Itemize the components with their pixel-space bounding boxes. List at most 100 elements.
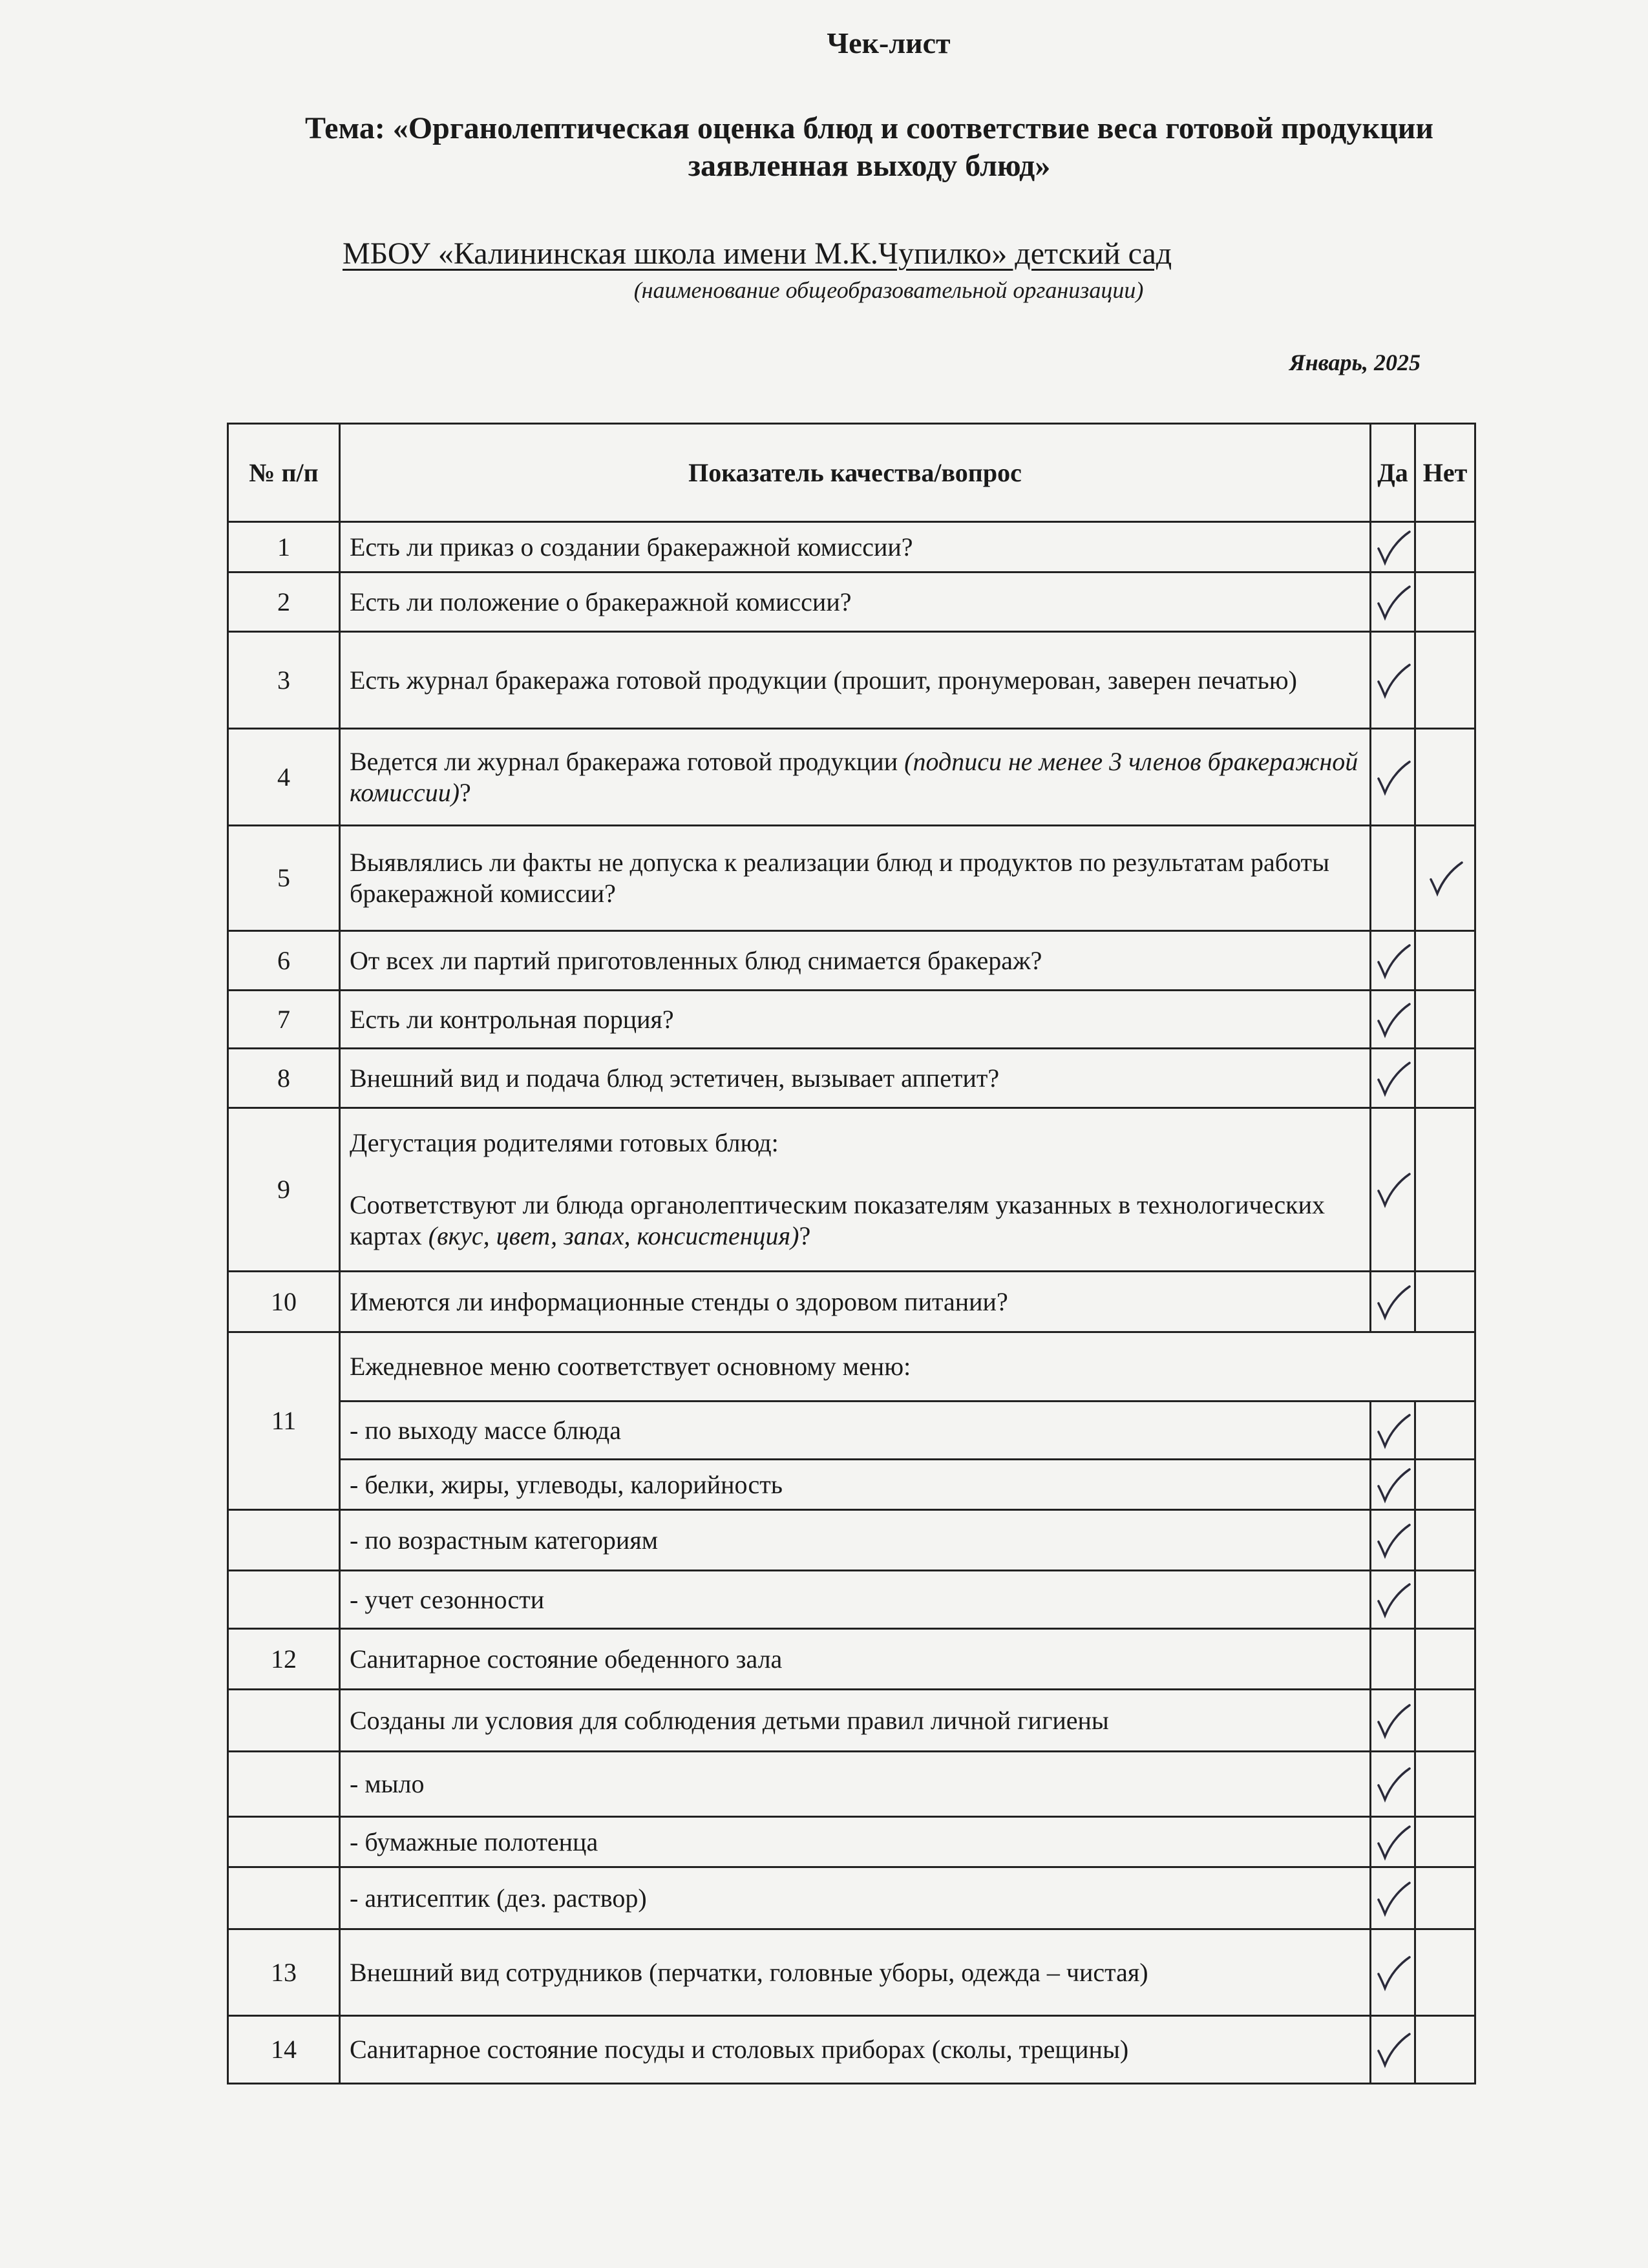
question-text: Внешний вид сотрудников (перчатки, голов…	[350, 1957, 1148, 1987]
row-question: - мыло	[339, 1750, 1371, 1818]
question-text: Санитарное состояние посуды и столовых п…	[350, 2035, 1129, 2064]
no-cell[interactable]	[1414, 1047, 1476, 1109]
yes-cell[interactable]	[1369, 521, 1416, 573]
yes-cell[interactable]	[1369, 1509, 1416, 1571]
question-text: Санитарное состояние обеденного зала	[350, 1644, 783, 1674]
no-cell[interactable]	[1414, 989, 1476, 1049]
row-number: 12	[227, 1628, 341, 1690]
table-row: 9 Дегустация родителями готовых блюд: Соот…	[227, 1107, 1476, 1272]
table-row: - по выходу массе блюда	[228, 1400, 1476, 1460]
row-question: - бумажные полотенца	[339, 1816, 1371, 1868]
question-text: Есть ли положение о бракеражной комиссии…	[350, 587, 852, 616]
table-row: 8 Внешний вид и подача блюд эстетичен, вы…	[227, 1047, 1476, 1109]
yes-cell[interactable]	[1369, 1458, 1416, 1511]
table-row: 12 Санитарное состояние обеденного зала	[227, 1628, 1476, 1690]
table-row: - бумажные полотенца	[227, 1816, 1476, 1868]
yes-cell[interactable]	[1369, 1570, 1416, 1630]
check-icon	[1377, 663, 1411, 699]
no-cell[interactable]	[1414, 521, 1476, 573]
yes-cell[interactable]	[1369, 1628, 1416, 1690]
yes-cell[interactable]	[1369, 989, 1416, 1049]
row-number	[227, 1509, 341, 1571]
yes-cell[interactable]	[1369, 1750, 1416, 1818]
question-text: Внешний вид и подача блюд эстетичен, выз…	[350, 1063, 1000, 1093]
no-cell[interactable]	[1414, 1570, 1476, 1630]
row-number: 8	[227, 1047, 341, 1109]
check-icon	[1377, 1173, 1411, 1208]
no-cell[interactable]	[1414, 728, 1476, 826]
table-row: 7 Есть ли контрольная порция?	[227, 989, 1476, 1049]
question-suffix: ?	[799, 1221, 811, 1250]
check-icon	[1377, 760, 1411, 796]
table-row: - антисептик (дез. раствор)	[227, 1866, 1476, 1930]
row-number	[227, 1866, 341, 1930]
row-number: 2	[227, 571, 341, 633]
no-cell[interactable]	[1414, 930, 1476, 991]
check-icon	[1377, 1582, 1411, 1619]
no-cell[interactable]	[1414, 824, 1476, 932]
no-cell[interactable]	[1414, 1688, 1476, 1752]
question-text: От всех ли партий приготовленных блюд сн…	[350, 945, 1042, 975]
table-row: 1 Есть ли приказ о создании бракеражной к…	[227, 521, 1476, 573]
yes-cell[interactable]	[1369, 1047, 1416, 1109]
question-suffix: ?	[460, 777, 471, 807]
header-num: № п/п	[227, 423, 341, 523]
row-question: Выявлялись ли факты не допуска к реализа…	[339, 824, 1371, 932]
question-text: Созданы ли условия для соблюдения детьми…	[350, 1705, 1109, 1735]
no-cell[interactable]	[1414, 1509, 1476, 1571]
question-text: - по выходу массе блюда	[350, 1415, 621, 1445]
yes-cell[interactable]	[1369, 728, 1416, 826]
question-text: Ежедневное меню соответствует основному …	[350, 1352, 911, 1381]
table-row: 11 Ежедневное меню соответствует основном…	[227, 1331, 1476, 1511]
no-cell[interactable]	[1414, 571, 1476, 633]
row-question: Есть ли контрольная порция?	[339, 989, 1371, 1049]
no-cell[interactable]	[1414, 1750, 1476, 1818]
row-question: - по выходу массе блюда	[339, 1400, 1371, 1460]
yes-cell[interactable]	[1369, 1928, 1416, 2017]
header-no: Нет	[1414, 423, 1476, 523]
question-text: - по возрастным категориям	[350, 1525, 659, 1555]
no-cell[interactable]	[1414, 1928, 1476, 2017]
header-yes: Да	[1369, 423, 1416, 523]
yes-cell[interactable]	[1369, 1107, 1416, 1272]
table-row: 4 Ведется ли журнал бракеража готовой про…	[227, 728, 1476, 826]
no-cell[interactable]	[1414, 1107, 1476, 1272]
yes-cell[interactable]	[1369, 930, 1416, 991]
row-question: Санитарное состояние обеденного зала	[339, 1628, 1371, 1690]
yes-cell[interactable]	[1369, 1816, 1416, 1868]
yes-cell[interactable]	[1369, 1866, 1416, 1930]
yes-cell[interactable]	[1369, 2015, 1416, 2084]
organization-hint: (наименование общеобразовательной органи…	[633, 277, 1144, 303]
question-text: Есть ли контрольная порция?	[350, 1004, 674, 1034]
yes-cell[interactable]	[1369, 571, 1416, 633]
check-icon	[1377, 1061, 1411, 1097]
row-question: От всех ли партий приготовленных блюд сн…	[339, 930, 1371, 991]
no-cell[interactable]	[1414, 1458, 1476, 1511]
no-cell[interactable]	[1414, 631, 1476, 730]
table-row: - мыло	[227, 1750, 1476, 1818]
question-text: - учет сезонности	[350, 1584, 545, 1614]
check-icon	[1377, 1002, 1411, 1038]
check-icon	[1377, 1523, 1411, 1559]
yes-cell[interactable]	[1369, 1270, 1416, 1333]
no-cell[interactable]	[1414, 1400, 1476, 1460]
no-cell[interactable]	[1414, 2015, 1476, 2084]
no-cell[interactable]	[1414, 1628, 1476, 1690]
row-question: Есть журнал бракеража готовой продукции …	[339, 631, 1371, 730]
yes-cell[interactable]	[1369, 824, 1416, 932]
no-cell[interactable]	[1414, 1270, 1476, 1333]
no-cell[interactable]	[1414, 1866, 1476, 1930]
check-icon	[1377, 585, 1411, 621]
header-question: Показатель качества/вопрос	[339, 423, 1371, 523]
table-row: 5 Выявлялись ли факты не допуска к реализ…	[227, 824, 1476, 932]
yes-cell[interactable]	[1369, 631, 1416, 730]
question-text: Имеются ли информационные стенды о здоро…	[350, 1286, 1008, 1316]
check-icon	[1377, 1413, 1411, 1449]
row-question: Есть ли приказ о создании бракеражной ко…	[339, 521, 1371, 573]
row-number: 1	[227, 521, 341, 573]
row-question: - по возрастным категориям	[339, 1509, 1371, 1571]
check-icon	[1377, 1955, 1411, 1991]
yes-cell[interactable]	[1369, 1400, 1416, 1460]
no-cell[interactable]	[1414, 1816, 1476, 1868]
yes-cell[interactable]	[1369, 1688, 1416, 1752]
